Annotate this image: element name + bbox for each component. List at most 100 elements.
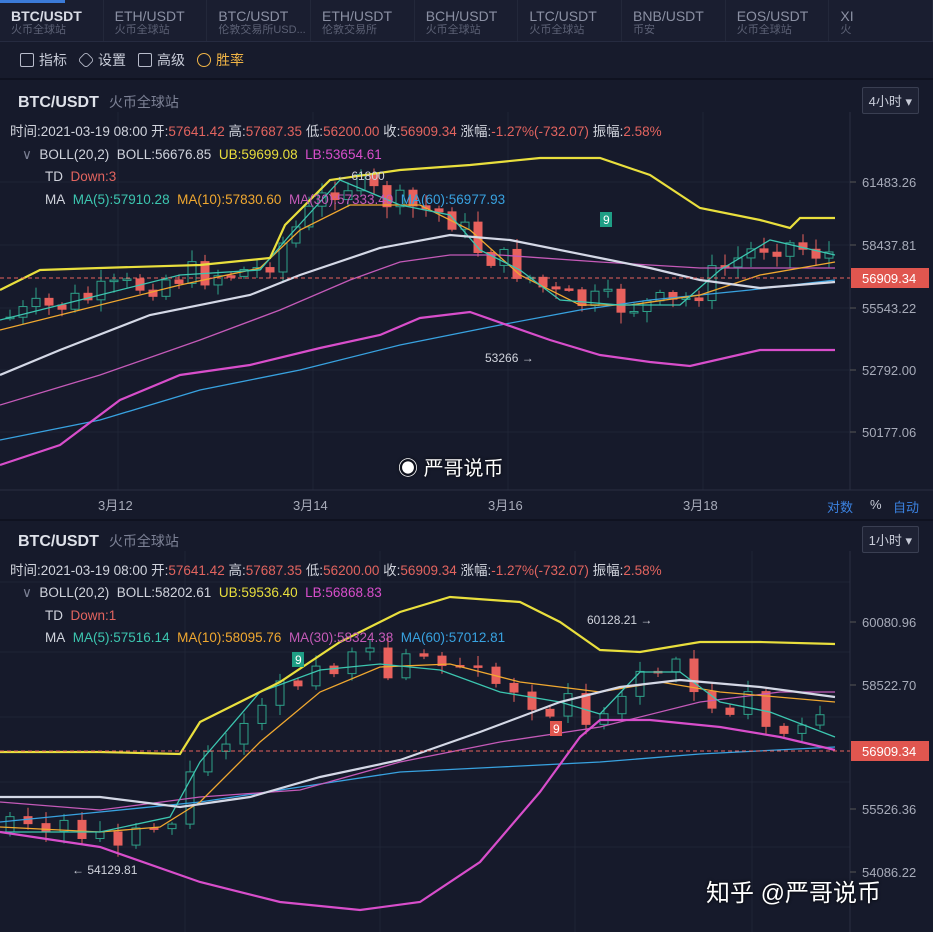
symbol-tab[interactable]: XI 火 <box>829 0 933 41</box>
ma60-line <box>0 746 836 823</box>
symbol-tab[interactable]: BTC/USDT 伦敦交易所USD... <box>207 0 312 41</box>
ohlc-info: 时间:2021-03-19 08:00 开:57641.42 高:57687.3… <box>10 124 662 139</box>
price-label: 50177.06 <box>862 425 916 440</box>
candle <box>779 725 789 734</box>
candle <box>257 704 267 724</box>
candle <box>41 823 51 833</box>
winrate-label: 胜率 <box>216 52 244 68</box>
candle <box>617 695 627 715</box>
candle <box>382 185 392 208</box>
candle <box>122 278 132 281</box>
symbol-tab[interactable]: EOS/USDT 火币全球站 <box>726 0 830 41</box>
advanced-label: 高级 <box>157 52 185 68</box>
boll-upper-line <box>0 156 835 291</box>
candle <box>329 665 339 675</box>
symbol-tab[interactable]: LTC/USDT 火币全球站 <box>518 0 623 41</box>
candle <box>811 248 821 259</box>
candle <box>759 248 769 253</box>
candle <box>671 658 681 673</box>
candle <box>545 708 555 717</box>
exchange-name: 火币全球站 <box>108 533 179 549</box>
candle <box>785 242 795 257</box>
td-badge <box>550 721 562 736</box>
candle <box>18 306 28 318</box>
advanced-icon <box>138 53 152 67</box>
symbol-tab[interactable]: BNB/USDT 币安 <box>622 0 726 41</box>
candle <box>239 269 249 277</box>
candle <box>629 311 639 314</box>
indicators-label: 指标 <box>39 52 67 68</box>
boll-legend[interactable]: ∨ BOLL(20,2) BOLL:56676.85 UB:59699.08 L… <box>22 147 382 162</box>
candle <box>239 722 249 745</box>
candle <box>616 288 626 313</box>
candle <box>330 192 340 201</box>
candle <box>694 297 704 302</box>
indicator-icon <box>20 53 34 67</box>
candle <box>512 248 522 279</box>
tab-exchange: 币安 <box>633 24 656 36</box>
ma5-line <box>0 663 836 833</box>
symbol-tab[interactable]: BCH/USDT 火币全球站 <box>415 0 519 41</box>
chart-panel-4h: 61483.26 58437.81 55543.22 52792.00 50177.06… <box>0 82 933 517</box>
candle <box>815 714 825 726</box>
weibo-watermark: ◉ 严哥说币 <box>398 458 504 480</box>
winrate-button[interactable]: 胜率 <box>197 50 244 70</box>
td-legend: TD Down:1 <box>45 608 117 623</box>
indicators-button[interactable]: 指标 <box>20 50 67 70</box>
candle <box>23 816 33 825</box>
chart-toolbar: 指标 设置 高级 胜率 <box>0 42 933 80</box>
price-label: 58522.70 <box>862 678 916 693</box>
price-label: 60080.96 <box>862 615 916 630</box>
symbol-tab[interactable]: ETH/USDT 火币全球站 <box>104 0 208 41</box>
boll-legend[interactable]: ∨ BOLL(20,2) BOLL:58202.61 UB:59536.40 L… <box>22 585 382 600</box>
candle <box>486 251 496 266</box>
x-tick: 3月14 <box>293 498 328 513</box>
log-scale-toggle[interactable]: 对数 <box>827 500 854 515</box>
percent-scale-toggle[interactable]: % <box>870 497 882 512</box>
boll-mid-line <box>0 678 836 809</box>
period-select[interactable]: 4小时 ▾ <box>861 87 919 114</box>
boll-lower-line <box>0 718 836 912</box>
auto-scale-toggle[interactable]: 自动 <box>893 500 920 515</box>
candle <box>167 823 177 830</box>
candle <box>95 831 105 839</box>
candle <box>527 691 537 710</box>
candle <box>434 208 444 213</box>
price-label: 54086.22 <box>862 865 916 880</box>
panel-title: BTC/USDT 火币全球站 <box>18 94 179 111</box>
period-select[interactable]: 1小时 ▾ <box>861 526 919 553</box>
high-price-marker: ← 61800 <box>336 169 385 183</box>
symbol-tab[interactable]: BTC/USDT 火币全球站 <box>0 0 104 41</box>
candle <box>311 665 321 687</box>
tab-pair: BCH/USDT <box>425 8 498 24</box>
candle <box>187 261 197 284</box>
tab-pair: BNB/USDT <box>633 8 704 24</box>
symbol-tab[interactable]: ETH/USDT 伦敦交易所 <box>311 0 415 41</box>
candle <box>109 279 119 283</box>
candlestick-chart-1h[interactable]: 60080.96 58522.70 55526.36 54086.22 56909.34… <box>0 521 933 932</box>
current-price-label: 56909.34 <box>862 271 916 286</box>
settings-button[interactable]: 设置 <box>77 50 126 70</box>
exchange-name: 火币全球站 <box>108 94 179 110</box>
ma60-line <box>0 279 836 441</box>
tab-exchange: 火币全球站 <box>425 24 481 36</box>
candle <box>31 297 41 308</box>
current-price-badge <box>851 268 929 288</box>
x-tick: 3月18 <box>683 498 718 513</box>
candle <box>408 189 418 207</box>
ohlc-info: 时间:2021-03-19 08:00 开:57641.42 高:57687.3… <box>10 563 662 578</box>
candle <box>265 267 275 273</box>
candle <box>221 743 231 752</box>
candlestick-chart-4h[interactable]: 61483.26 58437.81 55543.22 52792.00 50177.06… <box>0 82 933 517</box>
td-badge <box>600 212 612 227</box>
candle <box>564 288 574 291</box>
advanced-button[interactable]: 高级 <box>138 50 185 70</box>
price-label: 55543.22 <box>862 301 916 316</box>
high-price-marker: 60128.21 → <box>587 613 652 627</box>
candle <box>203 750 213 773</box>
ma5-line <box>0 179 836 321</box>
tab-exchange: 火币全球站 <box>11 24 66 36</box>
weibo-icon: ◉ <box>398 458 418 480</box>
ma-legend: MA MA(5):57910.28 MA(10):57830.60 MA(30)… <box>45 192 506 207</box>
candle <box>743 691 753 715</box>
